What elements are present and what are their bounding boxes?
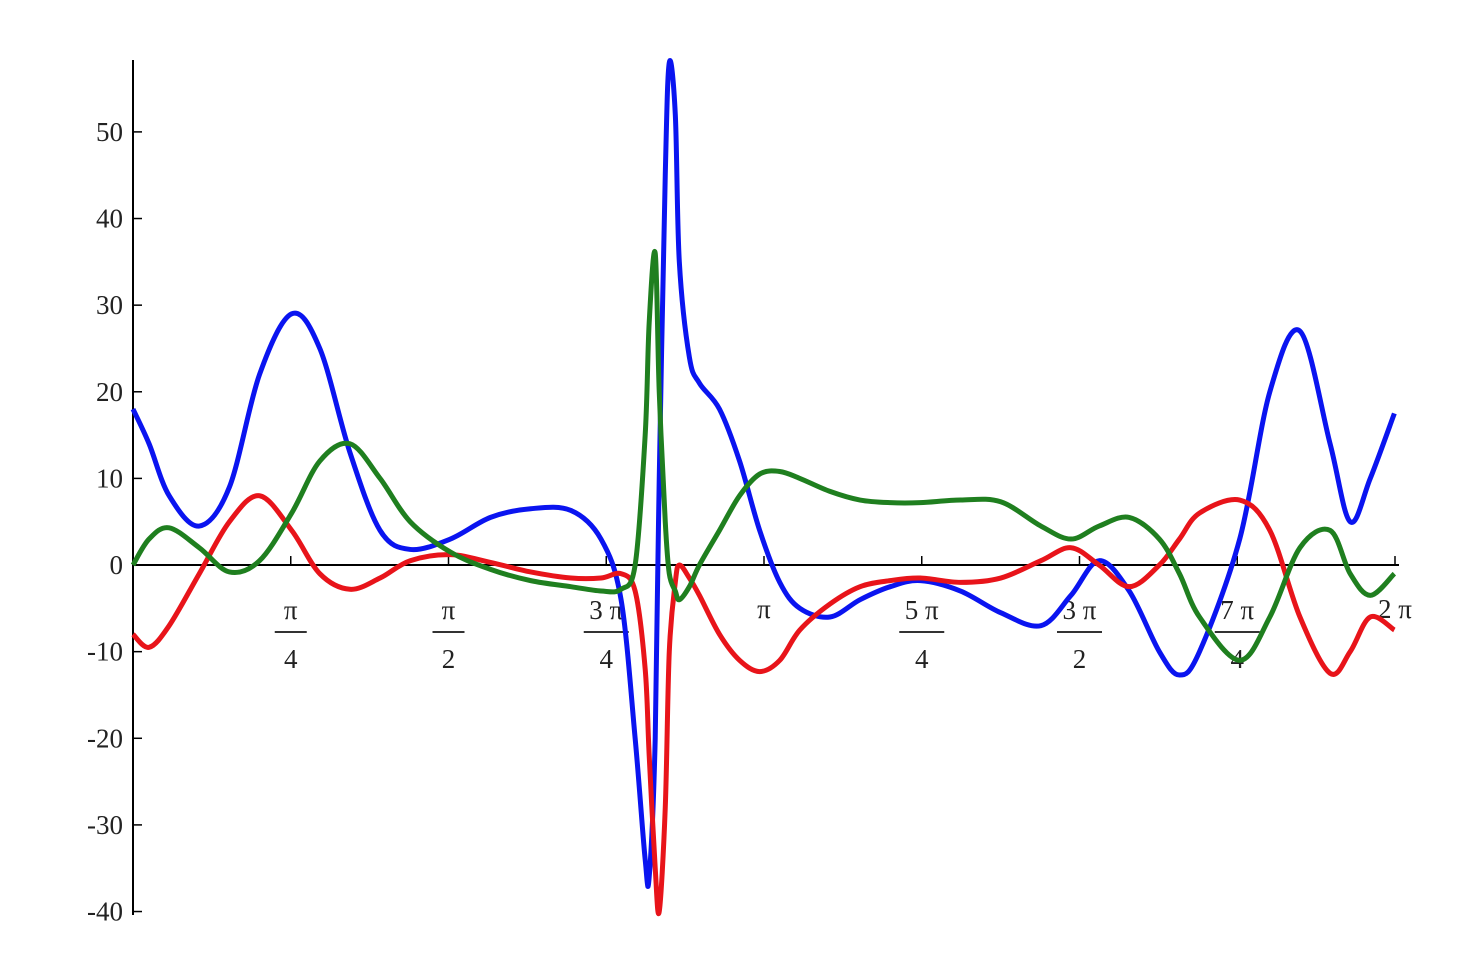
- x-tick-label: π: [757, 594, 771, 624]
- y-tick-label: -20: [87, 723, 123, 753]
- y-tick-label: 40: [96, 204, 123, 234]
- denominator: 4: [284, 644, 298, 674]
- numerator: π: [442, 595, 456, 625]
- denominator: 4: [600, 644, 614, 674]
- y-tick-label: 20: [96, 377, 123, 407]
- y-tick-label: -10: [87, 637, 123, 667]
- x-tick-label: 3 π 4: [589, 595, 623, 674]
- line-series: [131, 493, 1396, 917]
- y-tick-label: 30: [96, 290, 123, 320]
- y-tick-label: -30: [87, 810, 123, 840]
- denominator: 2: [442, 644, 456, 674]
- denominator: 2: [1073, 644, 1087, 674]
- y-tick-label: 10: [96, 463, 123, 493]
- numerator: 5 π: [905, 595, 939, 625]
- numerator: 3 π: [589, 595, 623, 625]
- y-tick-label: -40: [87, 897, 123, 927]
- y-tick-label: 50: [96, 117, 123, 147]
- x-tick-label: 5 π 4: [905, 595, 939, 674]
- numerator: 7 π: [1220, 595, 1254, 625]
- y-tick-label: 0: [110, 550, 124, 580]
- line-series: [130, 58, 1397, 889]
- denominator: 4: [915, 644, 929, 674]
- numerator: π: [284, 595, 298, 625]
- line-series: [130, 248, 1397, 663]
